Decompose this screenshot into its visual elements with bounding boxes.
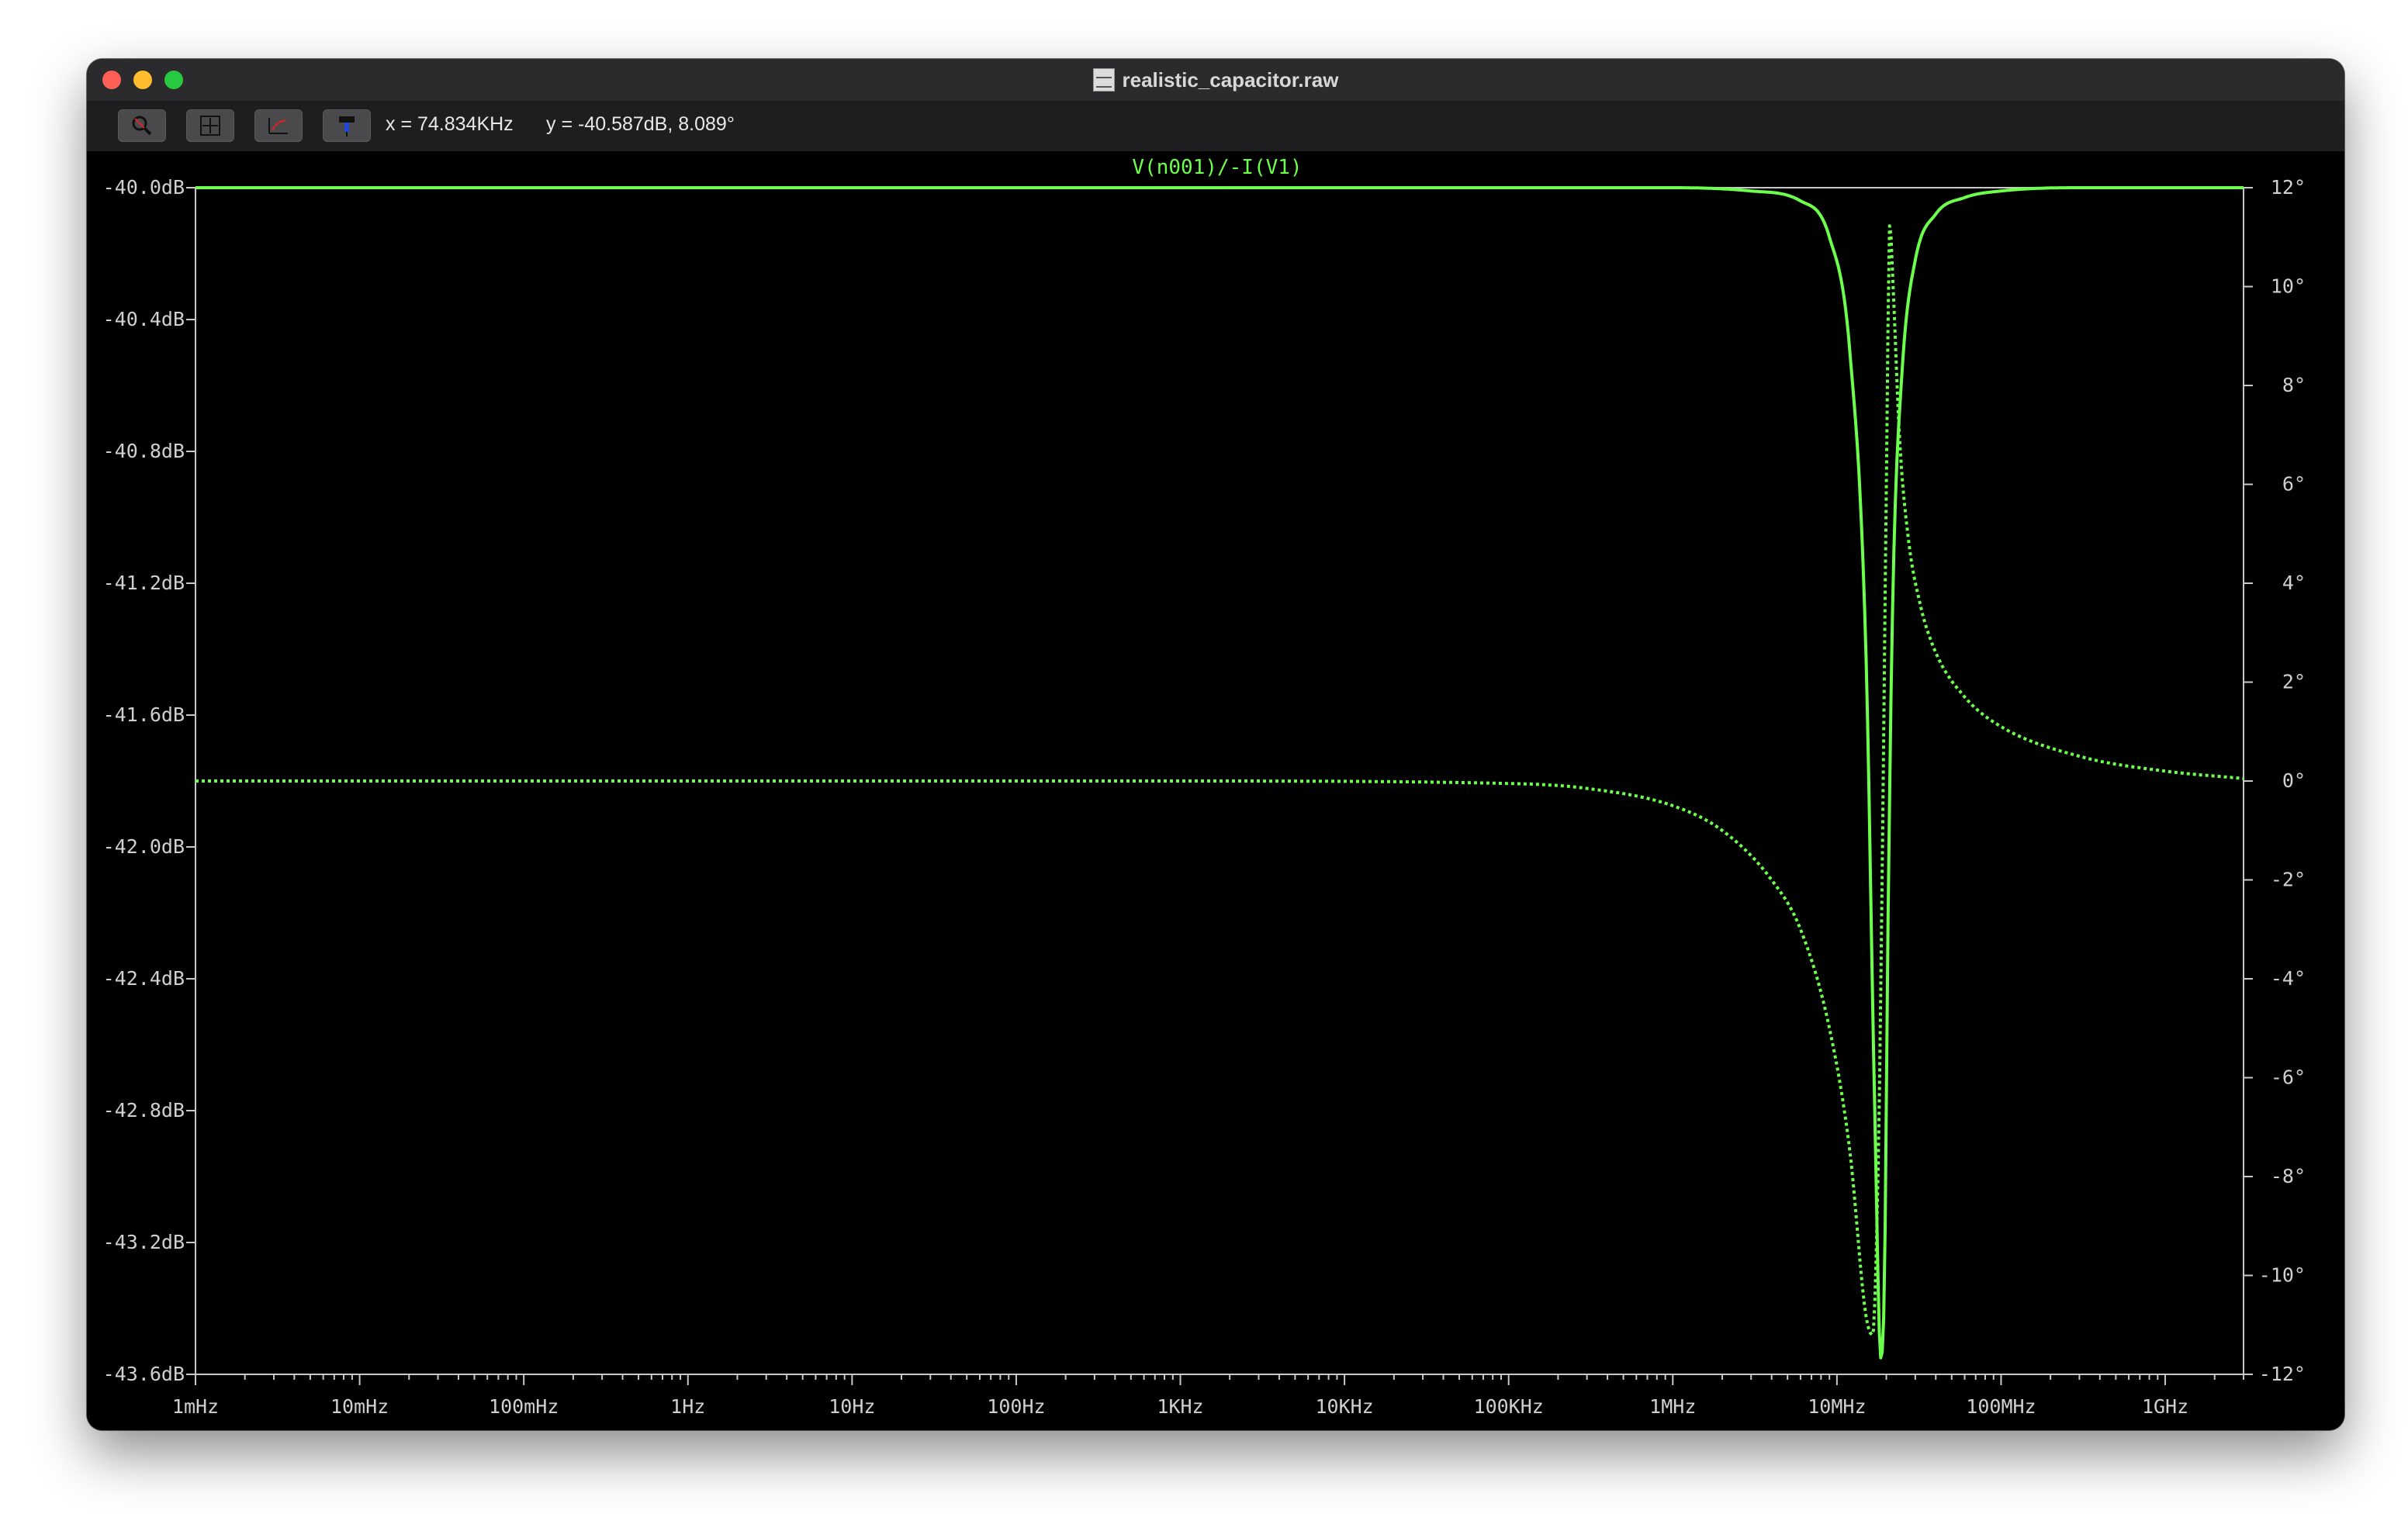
series-group [195, 186, 2244, 1360]
x-tick-label: 1Hz [670, 1395, 705, 1418]
autorange-button[interactable] [186, 109, 234, 142]
right-tick-label: -12° [2259, 1363, 2306, 1385]
x-tick-label: 1GHz [2142, 1395, 2188, 1418]
left-axis: -40.0dB -40.4dB -40.8dB -41.2dB -41.6dB -42.0… [103, 176, 195, 1385]
left-tick-label: -42.0dB [103, 835, 185, 858]
x-tick-label: 100MHz [1966, 1395, 2036, 1418]
x-tick-label: 10Hz [829, 1395, 875, 1418]
x-tick-label: 1KHz [1157, 1395, 1203, 1418]
title-bar: realistic_capacitor.raw [87, 59, 2344, 102]
left-tick-label: -43.2dB [103, 1231, 185, 1253]
phase-trace [195, 224, 2244, 1336]
probe-button[interactable] [323, 109, 371, 142]
x-tick-label: 100KHz [1474, 1395, 1544, 1418]
right-tick-label: -2° [2271, 869, 2306, 891]
y-readout: y = -40.587dB, 8.089° [546, 113, 735, 135]
x-tick-label: 100mHz [489, 1395, 559, 1418]
zoom-back-button[interactable] [254, 109, 303, 142]
waveform-file-icon [1092, 68, 1115, 92]
zoom-button[interactable] [118, 109, 166, 142]
x-tick-label: 1MHz [1649, 1395, 1696, 1418]
left-tick-label: -40.0dB [103, 176, 185, 199]
x-readout: x = 74.834KHz [386, 113, 514, 135]
zoom-icon [132, 116, 152, 136]
right-axis: 12° 10° 8° 6° 4° 2° 0° -2° -4° -6° -8° -10° -12° [2244, 176, 2306, 1385]
left-tick-label: -40.8dB [103, 440, 185, 462]
close-button[interactable] [102, 71, 121, 89]
left-tick-label: -40.4dB [103, 308, 185, 330]
right-tick-label: 12° [2271, 176, 2306, 199]
left-tick-label: -42.8dB [103, 1099, 185, 1121]
left-tick-label: -42.4dB [103, 967, 185, 990]
plot-window: realistic_capacitor.raw [87, 59, 2344, 1430]
toolbar: x = 74.834KHz y = -40.587dB, 8.089° [87, 102, 2344, 151]
zoom-window-button[interactable] [164, 71, 183, 89]
chart-canvas[interactable]: V(n001)/-I(V1) -40.0dB -40.4dB -40.8dB -41.… [87, 152, 2344, 1430]
right-tick-label: 4° [2282, 572, 2306, 594]
right-tick-label: -6° [2271, 1066, 2306, 1089]
left-tick-label: -41.6dB [103, 703, 185, 726]
minimize-button[interactable] [133, 71, 152, 89]
right-tick-label: 2° [2282, 671, 2306, 693]
chart-title: V(n001)/-I(V1) [1132, 156, 1302, 179]
probe-icon [339, 116, 355, 137]
plot-area[interactable]: V(n001)/-I(V1) -40.0dB -40.4dB -40.8dB -41.… [87, 152, 2344, 1430]
x-tick-label: 100Hz [987, 1395, 1045, 1418]
right-tick-label: -10° [2259, 1264, 2306, 1287]
right-tick-label: -8° [2271, 1165, 2306, 1187]
right-tick-label: 10° [2271, 275, 2306, 298]
right-tick-label: 0° [2282, 769, 2306, 792]
x-tick-label: 10mHz [330, 1395, 389, 1418]
window-title: realistic_capacitor.raw [1122, 67, 1339, 92]
x-axis: 1mHz 10mHz 100mHz 1Hz 10Hz 100Hz 1KHz 10KHz 100K… [172, 1374, 2244, 1418]
right-tick-label: 6° [2282, 473, 2306, 496]
x-tick-label: 10MHz [1808, 1395, 1866, 1418]
left-tick-label: -43.6dB [103, 1363, 185, 1385]
magnitude-trace [195, 186, 2244, 1360]
x-tick-label: 10KHz [1315, 1395, 1373, 1418]
zoom-back-icon [268, 118, 288, 134]
right-tick-label: -4° [2271, 967, 2306, 990]
x-tick-label: 1mHz [172, 1395, 219, 1418]
left-tick-label: -41.2dB [103, 572, 185, 594]
autorange-icon [200, 116, 220, 136]
right-tick-label: 8° [2282, 374, 2306, 396]
